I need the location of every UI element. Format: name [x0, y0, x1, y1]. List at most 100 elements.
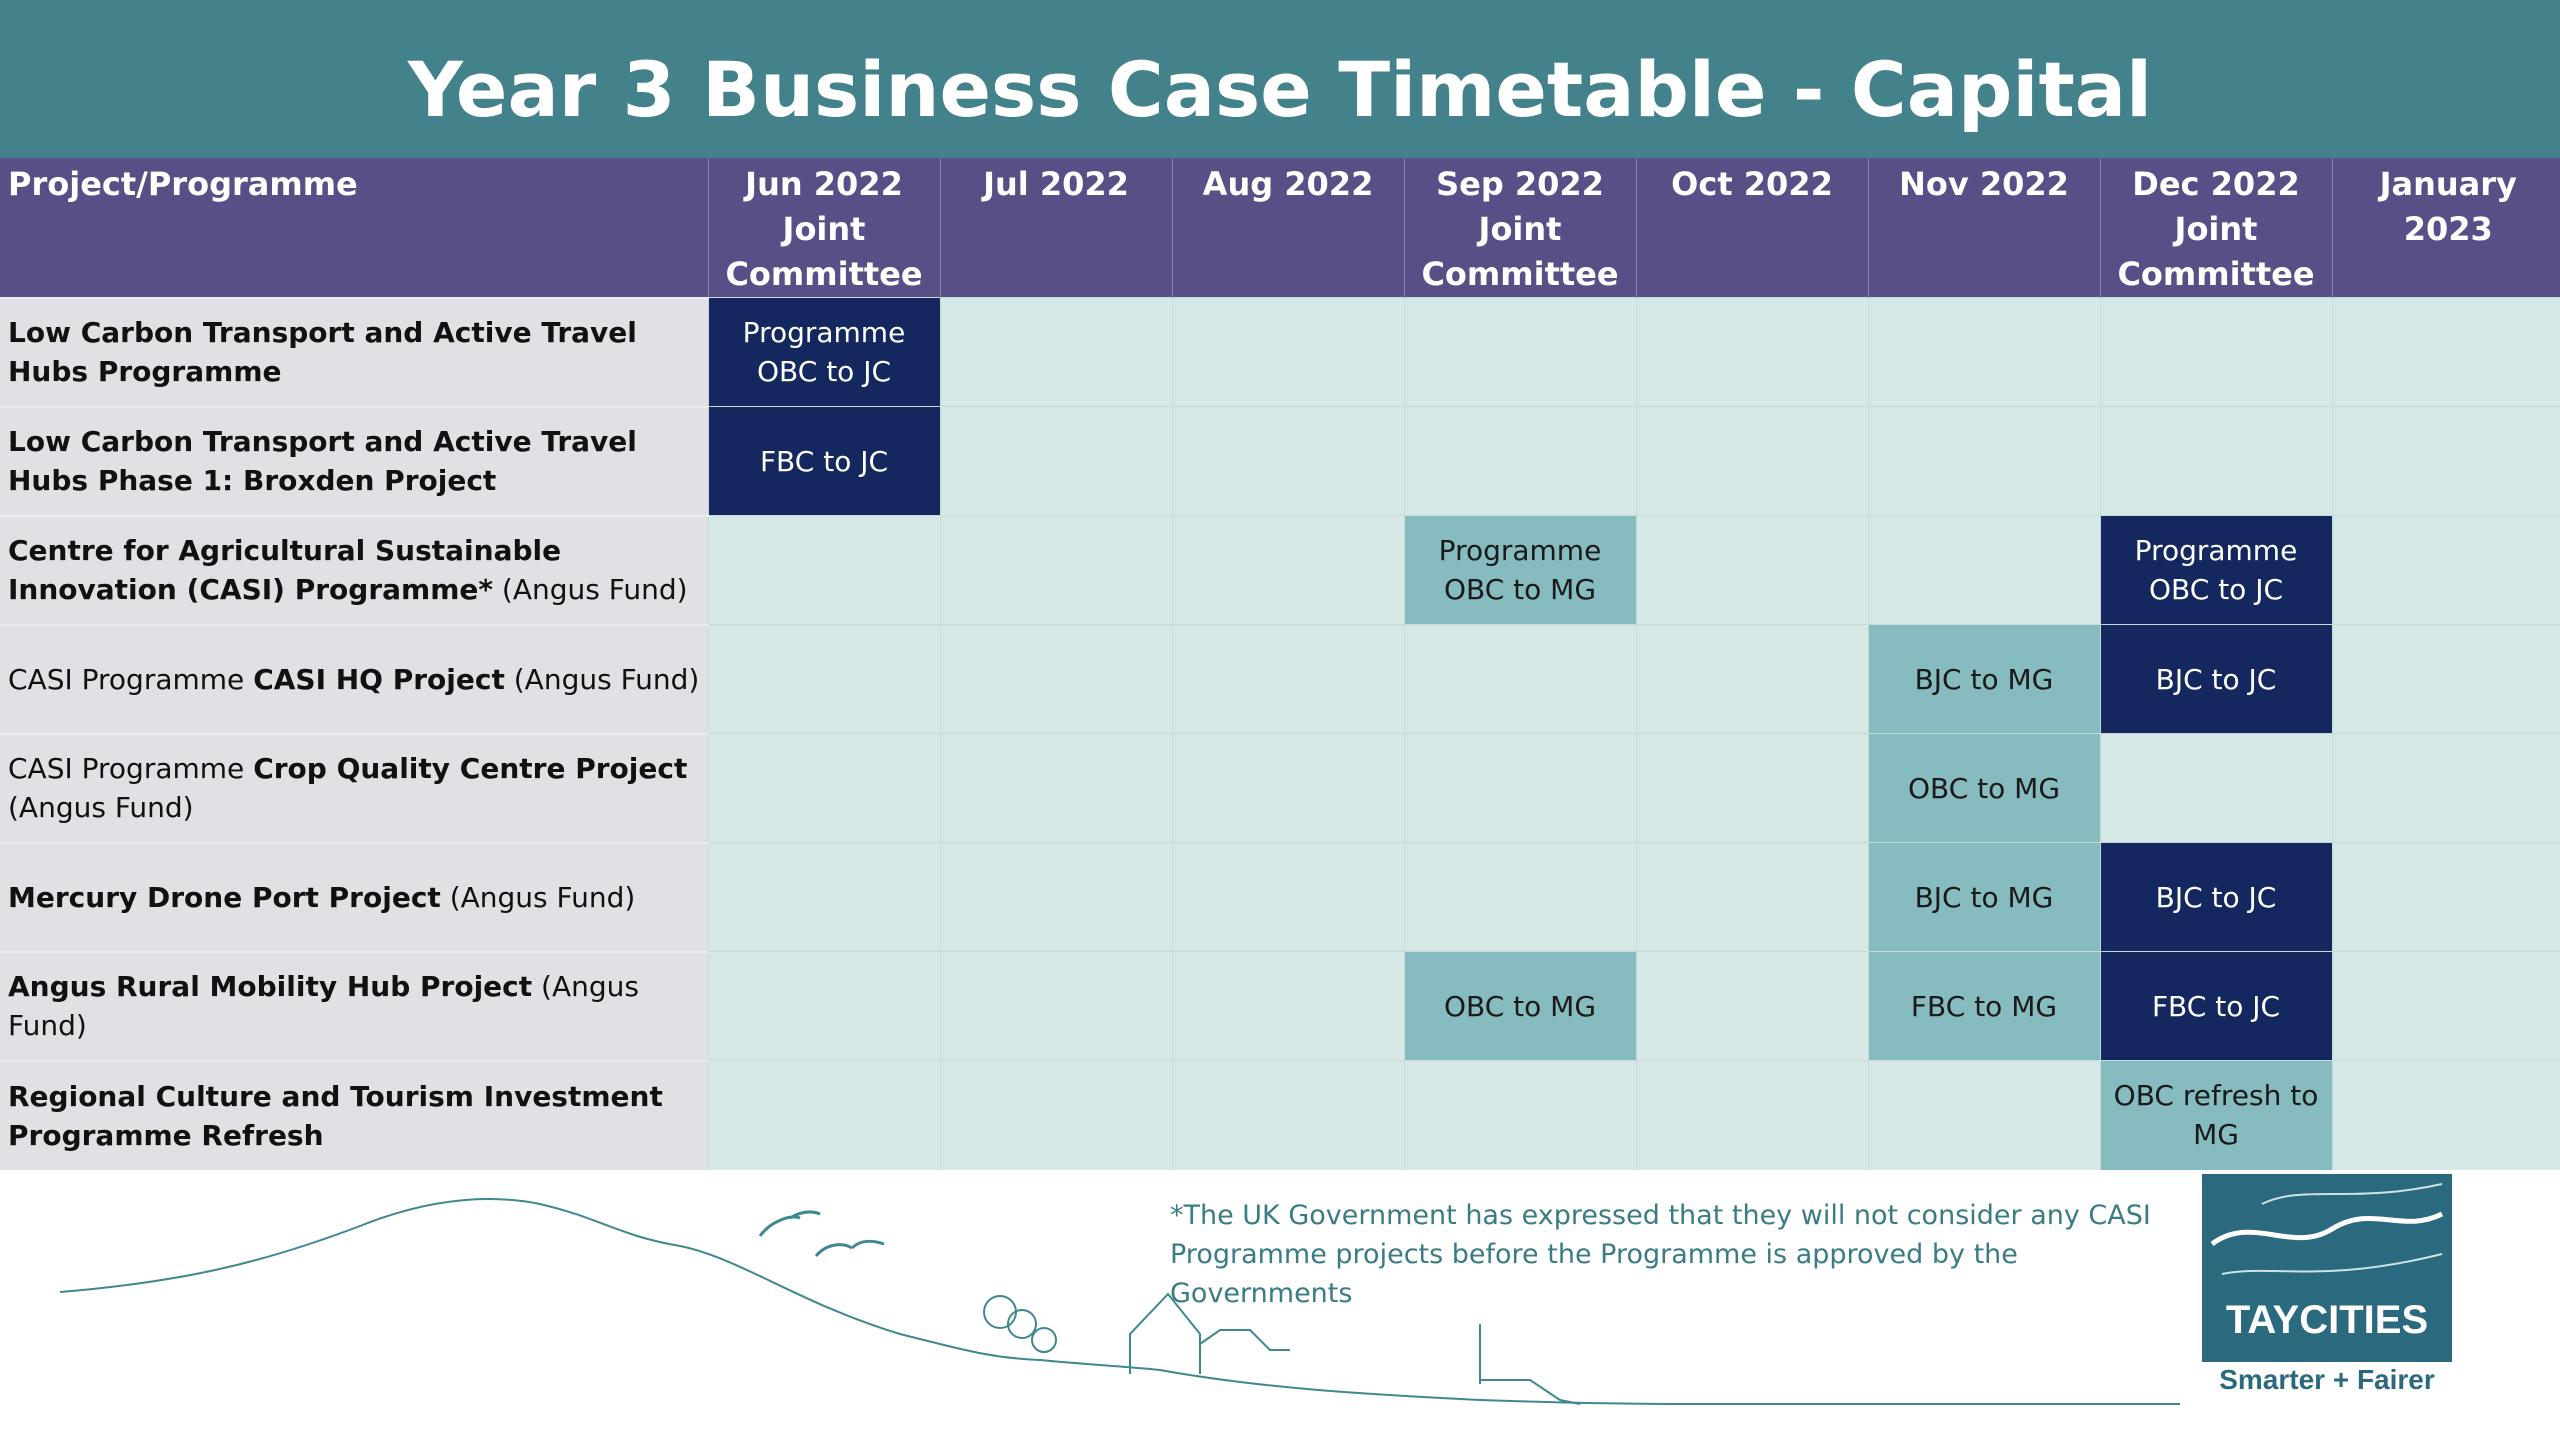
milestone-cell: BJC to JC — [2099, 842, 2332, 952]
month-header: Aug 2022 — [1171, 158, 1404, 298]
milestone-cell: OBC to MG — [1403, 951, 1636, 1061]
empty-cell — [1403, 1060, 1636, 1170]
empty-cell — [1635, 1060, 1868, 1170]
project-name: Crop Quality Centre Project — [253, 752, 688, 785]
milestone-cell: OBC to MG — [1867, 733, 2100, 843]
table-row: Low Carbon Transport and Active Travel H… — [0, 296, 2560, 407]
empty-cell — [1171, 515, 1404, 625]
empty-cell — [1171, 297, 1404, 407]
month-header: Jun 2022 Joint Committee — [707, 158, 940, 298]
empty-cell — [2331, 733, 2560, 843]
empty-cell — [939, 297, 1172, 407]
footnote: *The UK Government has expressed that th… — [1170, 1200, 2151, 1309]
empty-cell — [1171, 842, 1404, 952]
empty-cell — [1171, 406, 1404, 516]
project-fund: (Angus Fund) — [440, 880, 636, 914]
project-name: Mercury Drone Port Project — [8, 880, 441, 914]
table-row: Low Carbon Transport and Active Travel H… — [0, 405, 2560, 516]
logo-tagline: Smarter + Fairer — [2219, 1364, 2435, 1395]
project-name: Angus Rural Mobility Hub Project — [8, 970, 533, 1003]
empty-cell — [2331, 842, 2560, 952]
empty-cell — [1867, 406, 2100, 516]
logo-name: TAYCITIES — [2225, 1298, 2429, 1342]
empty-cell — [707, 951, 940, 1061]
month-header: Oct 2022 — [1635, 158, 1868, 298]
table-row: Centre for Agricultural Sustainable Inno… — [0, 514, 2560, 625]
project-name-cell: Centre for Agricultural Sustainable Inno… — [0, 514, 708, 625]
table-row: Angus Rural Mobility Hub Project (Angus … — [0, 950, 2560, 1061]
empty-cell — [1403, 297, 1636, 407]
page-title: Year 3 Business Case Timetable - Capital — [407, 44, 2153, 134]
empty-cell — [2331, 406, 2560, 516]
empty-cell — [939, 515, 1172, 625]
project-name-cell: Low Carbon Transport and Active Travel H… — [0, 296, 708, 407]
project-name: Regional Culture and Tourism Investment … — [8, 1079, 663, 1152]
project-name: CASI HQ Project — [253, 662, 505, 696]
empty-cell — [1635, 624, 1868, 734]
empty-cell — [1403, 406, 1636, 516]
milestone-cell: FBC to JC — [707, 406, 940, 516]
project-name-cell: Angus Rural Mobility Hub Project (Angus … — [0, 950, 708, 1061]
project-fund: (Angus Fund) — [493, 573, 688, 606]
project-name-cell: CASI Programme CASI HQ Project (Angus Fu… — [0, 623, 708, 734]
empty-cell — [1867, 297, 2100, 407]
empty-cell — [707, 842, 940, 952]
empty-cell — [939, 951, 1172, 1061]
timetable-table: Project/Programme Jun 2022 Joint Committee… — [0, 158, 2560, 1170]
page-title-bar: Year 3 Business Case Timetable - Capital — [0, 0, 2560, 158]
empty-cell — [939, 1060, 1172, 1170]
month-header: Dec 2022 Joint Committee — [2099, 158, 2332, 298]
river-icon — [2210, 1183, 2444, 1275]
empty-cell — [707, 733, 940, 843]
project-name: Centre for Agricultural Sustainable Inno… — [8, 534, 562, 606]
empty-cell — [707, 1060, 940, 1170]
empty-cell — [1171, 733, 1404, 843]
empty-cell — [1403, 624, 1636, 734]
milestone-cell: Programme OBC to JC — [707, 297, 940, 407]
empty-cell — [1403, 842, 1636, 952]
empty-cell — [2099, 733, 2332, 843]
milestone-cell: FBC to JC — [2099, 951, 2332, 1061]
table-row: CASI Programme CASI HQ Project (Angus Fu… — [0, 623, 2560, 734]
empty-cell — [1867, 515, 2100, 625]
month-header: January 2023 — [2331, 158, 2560, 298]
empty-cell — [939, 842, 1172, 952]
empty-cell — [1635, 951, 1868, 1061]
empty-cell — [1171, 624, 1404, 734]
empty-cell — [1635, 733, 1868, 843]
milestone-cell: BJC to JC — [2099, 624, 2332, 734]
empty-cell — [939, 624, 1172, 734]
empty-cell — [1171, 1060, 1404, 1170]
month-header: Nov 2022 — [1867, 158, 2100, 298]
empty-cell — [2331, 1060, 2560, 1170]
project-name: Low Carbon Transport and Active Travel H… — [8, 425, 637, 497]
project-name-prefix: CASI Programme — [8, 752, 254, 785]
empty-cell — [2331, 297, 2560, 407]
table-row: Mercury Drone Port Project (Angus Fund) B… — [0, 841, 2560, 952]
month-header: Sep 2022 Joint Committee — [1403, 158, 1636, 298]
project-name-cell: Regional Culture and Tourism Investment … — [0, 1059, 708, 1170]
table-row: Regional Culture and Tourism Investment … — [0, 1059, 2560, 1170]
empty-cell — [1635, 297, 1868, 407]
empty-cell — [1635, 842, 1868, 952]
milestone-cell: BJC to MG — [1867, 624, 2100, 734]
empty-cell — [939, 406, 1172, 516]
empty-cell — [2331, 515, 2560, 625]
milestone-cell: Programme OBC to JC — [2099, 515, 2332, 625]
empty-cell — [1635, 515, 1868, 625]
taycities-logo: TAYCITIES Smarter + Fairer — [2202, 1174, 2452, 1406]
empty-cell — [2099, 406, 2332, 516]
empty-cell — [2331, 951, 2560, 1061]
landscape-illustration — [59, 1197, 2180, 1405]
empty-cell — [1403, 733, 1636, 843]
project-name: Low Carbon Transport and Active Travel H… — [8, 316, 637, 388]
project-name-cell: Mercury Drone Port Project (Angus Fund) — [0, 841, 708, 952]
project-fund: (Angus Fund) — [504, 662, 700, 696]
empty-cell — [1171, 951, 1404, 1061]
project-column-header: Project/Programme — [0, 158, 708, 298]
milestone-cell: OBC refresh to MG — [2099, 1060, 2332, 1170]
table-row: CASI Programme Crop Quality Centre Proje… — [0, 732, 2560, 843]
empty-cell — [707, 515, 940, 625]
month-header: Jul 2022 — [939, 158, 1172, 298]
milestone-cell: FBC to MG — [1867, 951, 2100, 1061]
